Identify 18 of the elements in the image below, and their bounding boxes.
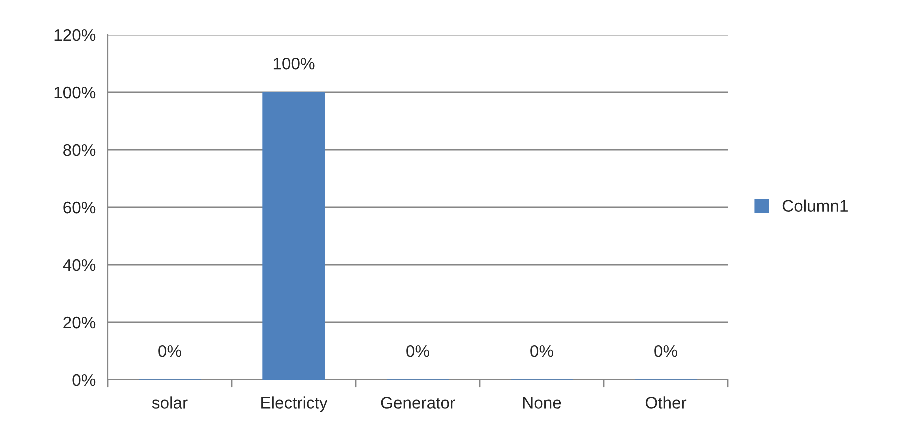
x-tick-label: None [523,397,562,409]
data-label: 0% [158,345,182,358]
y-tick-label: 0% [72,374,96,386]
data-label: 0% [530,345,554,358]
x-tick-label: Generator [381,397,456,409]
data-label: 0% [654,345,678,358]
legend-label: Column1 [782,200,848,212]
y-tick-label: 40% [63,259,96,272]
x-tick-label: Other [646,396,687,409]
y-tick-label: 120% [54,29,96,42]
y-tick-label: 20% [64,316,96,329]
y-tick-label: 80% [64,144,96,156]
x-tick-label: solar [152,396,188,409]
y-tick-label: 100% [54,86,96,99]
data-label: 100% [274,58,315,70]
data-label: 0% [406,345,430,358]
x-tick-label: Electricty [262,396,328,412]
y-tick-label: 60% [64,202,96,214]
